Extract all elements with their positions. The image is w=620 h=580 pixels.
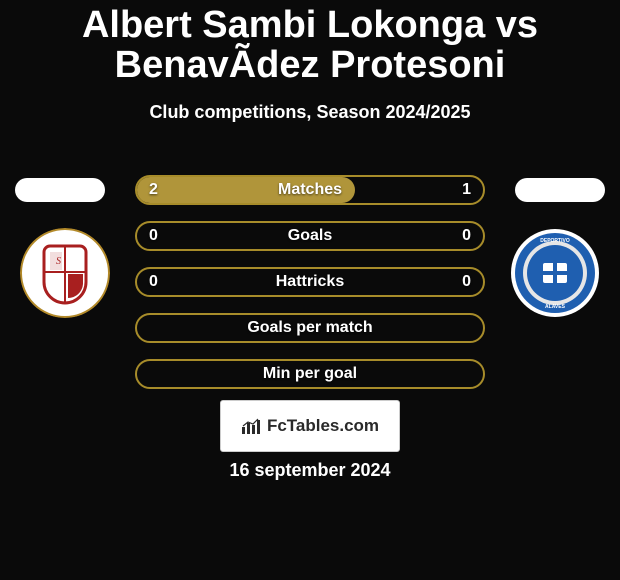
footer-date: 16 september 2024 [0, 460, 620, 481]
stat-value-right: 1 [462, 181, 471, 199]
stat-row: Min per goal [135, 359, 485, 389]
player-right-name-pill [515, 178, 605, 202]
sevilla-crest-icon: S [20, 228, 110, 318]
stat-label: Min per goal [263, 365, 357, 383]
bar-chart-icon [241, 417, 263, 435]
svg-text:S: S [56, 256, 61, 267]
stat-value-left: 2 [149, 181, 158, 199]
stats-container: Matches 2 1 Goals 0 0 Hattricks 0 0 Goals per mat… [135, 175, 485, 389]
stat-row: Goals per match [135, 313, 485, 343]
club-logo-left: S [20, 228, 110, 318]
stat-label: Matches [278, 181, 342, 199]
stat-value-right: 0 [462, 227, 471, 245]
stat-label: Hattricks [276, 273, 344, 291]
club-logo-right: DEPORTIVO ALAVES [510, 228, 600, 318]
stat-row: Hattricks 0 0 [135, 267, 485, 297]
svg-text:ALAVES: ALAVES [545, 304, 566, 310]
svg-text:DEPORTIVO: DEPORTIVO [540, 238, 570, 244]
player-left-name-pill [15, 178, 105, 202]
footer-brand-badge: FcTables.com [220, 400, 400, 452]
page-title: Albert Sambi Lokonga vs BenavÃ­dez Prote… [0, 0, 620, 86]
alaves-crest-icon: DEPORTIVO ALAVES [510, 228, 600, 318]
subtitle: Club competitions, Season 2024/2025 [0, 102, 620, 123]
stat-value-left: 0 [149, 227, 158, 245]
stat-row: Goals 0 0 [135, 221, 485, 251]
stat-label: Goals per match [247, 319, 372, 337]
stat-label: Goals [288, 227, 332, 245]
stat-row: Matches 2 1 [135, 175, 485, 205]
footer-brand-text: FcTables.com [267, 416, 379, 436]
stat-value-left: 0 [149, 273, 158, 291]
stat-value-right: 0 [462, 273, 471, 291]
